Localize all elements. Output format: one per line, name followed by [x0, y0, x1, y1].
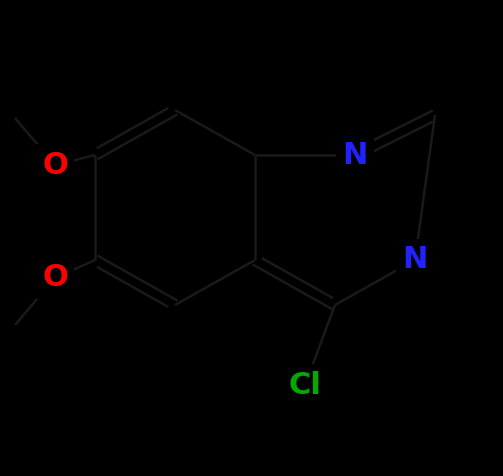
- Text: N: N: [343, 140, 368, 169]
- Text: O: O: [42, 150, 68, 179]
- Text: Cl: Cl: [289, 370, 321, 399]
- Text: O: O: [42, 264, 68, 292]
- Text: N: N: [402, 246, 428, 275]
